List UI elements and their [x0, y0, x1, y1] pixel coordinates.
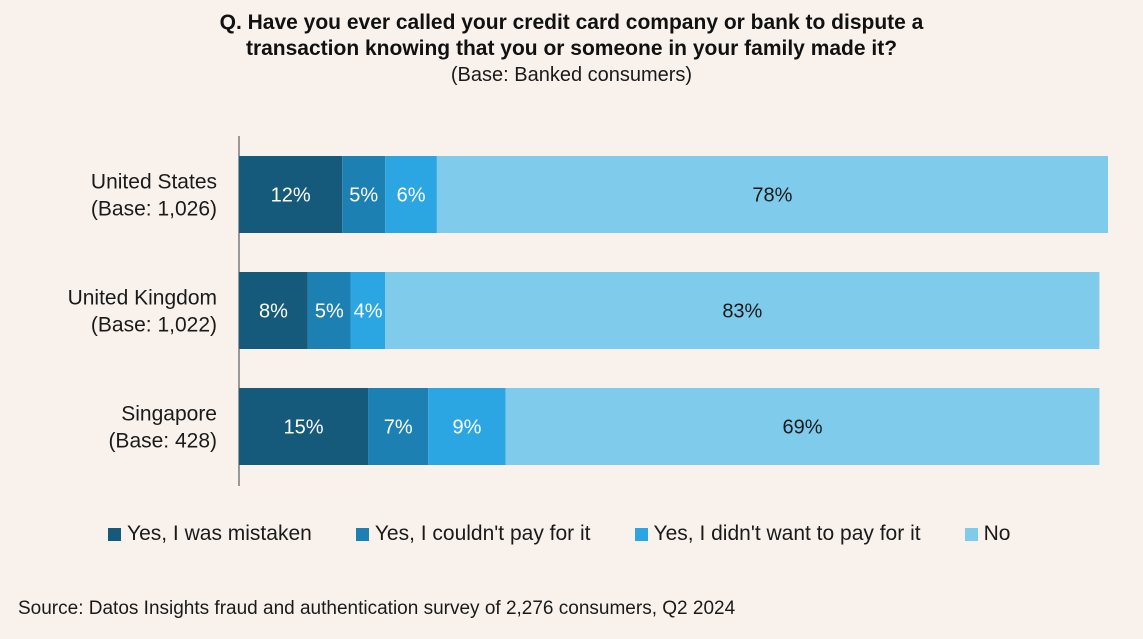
bar-united-kingdom-yes-i-was-mistaken	[239, 272, 308, 349]
data-label-united-states-yes-i-couldn-t-pay-for-it: 5%	[349, 185, 378, 207]
chart-title-line-1: Q. Have you ever called your credit card…	[219, 11, 924, 34]
data-label-united-kingdom-yes-i-didn-t-want-to-pay-for-it: 4%	[354, 301, 383, 323]
bar-singapore-yes-i-was-mistaken	[239, 388, 369, 465]
chart-title-line-2: transaction knowing that you or someone …	[245, 37, 898, 60]
legend-item-mistaken: Yes, I was mistaken	[108, 522, 312, 546]
bar-united-states-yes-i-was-mistaken	[239, 156, 343, 233]
data-label-united-kingdom-yes-i-couldn-t-pay-for-it: 5%	[315, 301, 344, 323]
source-note: Source: Datos Insights fraud and authent…	[18, 598, 736, 619]
data-label-singapore-no: 69%	[783, 417, 823, 439]
data-label-singapore-yes-i-didn-t-want-to-pay-for-it: 9%	[453, 417, 482, 439]
data-label-singapore-yes-i-couldn-t-pay-for-it: 7%	[384, 417, 413, 439]
bar-united-kingdom-no	[385, 272, 1100, 349]
bar-singapore-yes-i-couldn-t-pay-for-it	[368, 388, 429, 465]
chart-title-block: Q. Have you ever called your credit card…	[0, 10, 1143, 88]
bar-united-states-yes-i-didn-t-want-to-pay-for-it	[385, 156, 437, 233]
data-label-united-kingdom-no: 83%	[722, 301, 762, 323]
legend-label-no: No	[983, 522, 1011, 545]
legend-swatch-mistaken	[108, 527, 121, 541]
legend-swatch-couldnt-pay	[355, 527, 369, 541]
legend-label-mistaken: Yes, I was mistaken	[127, 522, 312, 545]
bar-united-states-no	[436, 156, 1108, 233]
data-label-united-states-yes-i-didn-t-want-to-pay-for-it: 6%	[397, 185, 426, 207]
data-label-united-states-no: 78%	[752, 185, 792, 207]
category-base-singapore: (Base: 428)	[108, 430, 217, 453]
legend-swatch-no	[964, 527, 978, 541]
bar-singapore-no	[505, 388, 1100, 465]
legend-item-no: No	[964, 522, 1011, 546]
bar-united-kingdom-yes-i-didn-t-want-to-pay-for-it	[350, 272, 386, 349]
bar-singapore-yes-i-didn-t-want-to-pay-for-it	[428, 388, 506, 465]
category-label-united-kingdom: United Kingdom	[68, 287, 217, 310]
legend-label-couldnt-pay: Yes, I couldn't pay for it	[374, 522, 591, 545]
data-label-singapore-yes-i-was-mistaken: 15%	[284, 417, 324, 439]
legend-label-didnt-want-pay: Yes, I didn't want to pay for it	[653, 522, 921, 545]
legend-item-didnt-want-pay: Yes, I didn't want to pay for it	[634, 522, 921, 546]
data-label-united-states-yes-i-was-mistaken: 12%	[271, 185, 311, 207]
category-base-united-kingdom: (Base: 1,022)	[91, 314, 217, 337]
chart-legend: Yes, I was mistaken Yes, I couldn't pay …	[108, 522, 1010, 546]
bar-united-states-yes-i-couldn-t-pay-for-it	[342, 156, 386, 233]
bar-united-kingdom-yes-i-couldn-t-pay-for-it	[307, 272, 351, 349]
category-label-singapore: Singapore	[121, 403, 217, 426]
legend-item-couldnt-pay: Yes, I couldn't pay for it	[355, 522, 591, 546]
data-label-united-kingdom-yes-i-was-mistaken: 8%	[259, 301, 288, 323]
category-label-united-states: United States	[91, 171, 217, 194]
legend-swatch-didnt-want-pay	[634, 527, 648, 541]
category-base-united-states: (Base: 1,026)	[91, 198, 217, 221]
chart-subtitle: (Base: Banked consumers)	[450, 64, 693, 86]
